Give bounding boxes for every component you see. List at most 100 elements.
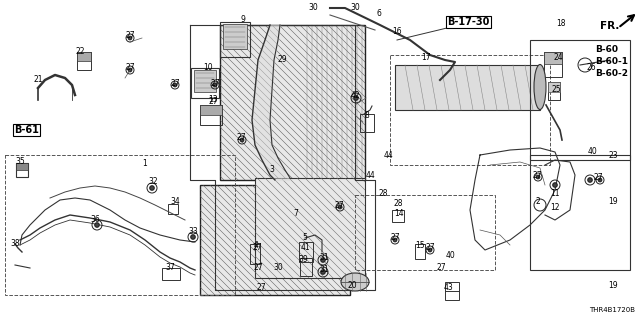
Text: 27: 27 bbox=[436, 263, 446, 273]
Bar bbox=[544, 52, 562, 64]
Bar bbox=[392, 210, 404, 222]
Text: 43: 43 bbox=[444, 284, 454, 292]
Text: 44: 44 bbox=[383, 150, 393, 159]
Text: 1: 1 bbox=[143, 158, 147, 167]
Text: 27: 27 bbox=[210, 78, 220, 87]
Bar bbox=[200, 105, 222, 115]
Text: 21: 21 bbox=[33, 75, 43, 84]
Text: 27: 27 bbox=[532, 171, 542, 180]
Bar bbox=[360, 114, 374, 132]
Text: 27: 27 bbox=[125, 30, 135, 39]
Text: 5: 5 bbox=[303, 234, 307, 243]
Circle shape bbox=[173, 83, 177, 87]
Circle shape bbox=[240, 138, 244, 142]
Text: B-60: B-60 bbox=[595, 45, 618, 54]
Text: 29: 29 bbox=[277, 55, 287, 65]
Ellipse shape bbox=[534, 65, 546, 109]
Bar bbox=[530, 40, 630, 160]
Text: 27: 27 bbox=[236, 133, 246, 142]
Text: 27: 27 bbox=[252, 244, 262, 252]
Text: 27: 27 bbox=[390, 234, 400, 243]
Text: 36: 36 bbox=[90, 215, 100, 225]
Bar bbox=[220, 25, 365, 180]
Text: 10: 10 bbox=[203, 62, 213, 71]
Text: 13: 13 bbox=[208, 95, 218, 105]
Bar bbox=[220, 22, 250, 57]
Text: 26: 26 bbox=[586, 63, 596, 73]
Bar bbox=[390, 55, 550, 165]
Text: 31: 31 bbox=[319, 253, 329, 262]
Text: 8: 8 bbox=[365, 111, 369, 121]
Circle shape bbox=[393, 238, 397, 242]
Text: 44: 44 bbox=[365, 171, 375, 180]
Text: 40: 40 bbox=[446, 251, 456, 260]
Circle shape bbox=[428, 248, 432, 252]
Bar bbox=[194, 70, 216, 92]
Circle shape bbox=[128, 36, 132, 40]
Text: B-60-2: B-60-2 bbox=[595, 69, 628, 78]
Bar bbox=[77, 52, 91, 61]
Bar bbox=[200, 185, 350, 295]
Text: 27: 27 bbox=[593, 173, 603, 182]
Text: 33: 33 bbox=[188, 228, 198, 236]
Text: 27: 27 bbox=[208, 98, 218, 107]
Text: 25: 25 bbox=[551, 85, 561, 94]
Bar bbox=[530, 155, 630, 270]
Text: 19: 19 bbox=[608, 197, 618, 206]
Circle shape bbox=[191, 235, 195, 239]
Text: 27: 27 bbox=[125, 63, 135, 73]
Bar bbox=[415, 244, 425, 259]
Circle shape bbox=[128, 68, 132, 72]
Ellipse shape bbox=[341, 273, 369, 291]
Text: 7: 7 bbox=[294, 209, 298, 218]
Circle shape bbox=[588, 178, 592, 182]
Text: 34: 34 bbox=[170, 197, 180, 206]
Text: 18: 18 bbox=[556, 19, 566, 28]
Text: 42: 42 bbox=[350, 92, 360, 100]
Text: 27: 27 bbox=[256, 284, 266, 292]
Bar bbox=[223, 24, 247, 49]
Text: 22: 22 bbox=[76, 47, 84, 57]
Text: 30: 30 bbox=[273, 263, 283, 273]
Bar bbox=[162, 268, 180, 280]
Text: 23: 23 bbox=[608, 150, 618, 159]
Bar bbox=[544, 52, 562, 77]
Circle shape bbox=[354, 96, 358, 100]
Bar bbox=[16, 163, 28, 170]
Text: 39: 39 bbox=[298, 255, 308, 265]
Text: 30: 30 bbox=[350, 4, 360, 12]
Bar bbox=[220, 25, 365, 180]
Text: 17: 17 bbox=[421, 53, 431, 62]
Circle shape bbox=[150, 186, 154, 190]
Text: 14: 14 bbox=[394, 209, 404, 218]
Bar bbox=[200, 185, 350, 295]
Bar bbox=[77, 52, 91, 70]
Text: 3: 3 bbox=[269, 165, 275, 174]
Bar bbox=[191, 68, 219, 98]
Bar bbox=[255, 178, 365, 278]
Bar bbox=[395, 65, 540, 110]
Text: 28: 28 bbox=[378, 189, 388, 198]
Text: THR4B1720B: THR4B1720B bbox=[589, 307, 635, 313]
Circle shape bbox=[536, 175, 540, 179]
Bar bbox=[250, 244, 260, 264]
Text: 41: 41 bbox=[300, 244, 310, 252]
Bar bbox=[16, 163, 28, 177]
Bar bbox=[445, 282, 459, 300]
Bar bbox=[168, 204, 178, 214]
Text: 30: 30 bbox=[308, 4, 318, 12]
Text: 27: 27 bbox=[425, 244, 435, 252]
Bar bbox=[548, 82, 560, 92]
Circle shape bbox=[213, 83, 217, 87]
Bar bbox=[200, 105, 222, 125]
Text: B-17-30: B-17-30 bbox=[447, 17, 490, 27]
Text: 37: 37 bbox=[165, 263, 175, 273]
Bar bbox=[5, 155, 235, 295]
Text: 12: 12 bbox=[550, 204, 560, 212]
Text: 31: 31 bbox=[319, 266, 329, 275]
Circle shape bbox=[321, 270, 325, 274]
Text: 19: 19 bbox=[608, 281, 618, 290]
Circle shape bbox=[321, 258, 325, 262]
Text: 35: 35 bbox=[15, 157, 25, 166]
Text: 6: 6 bbox=[376, 10, 381, 19]
